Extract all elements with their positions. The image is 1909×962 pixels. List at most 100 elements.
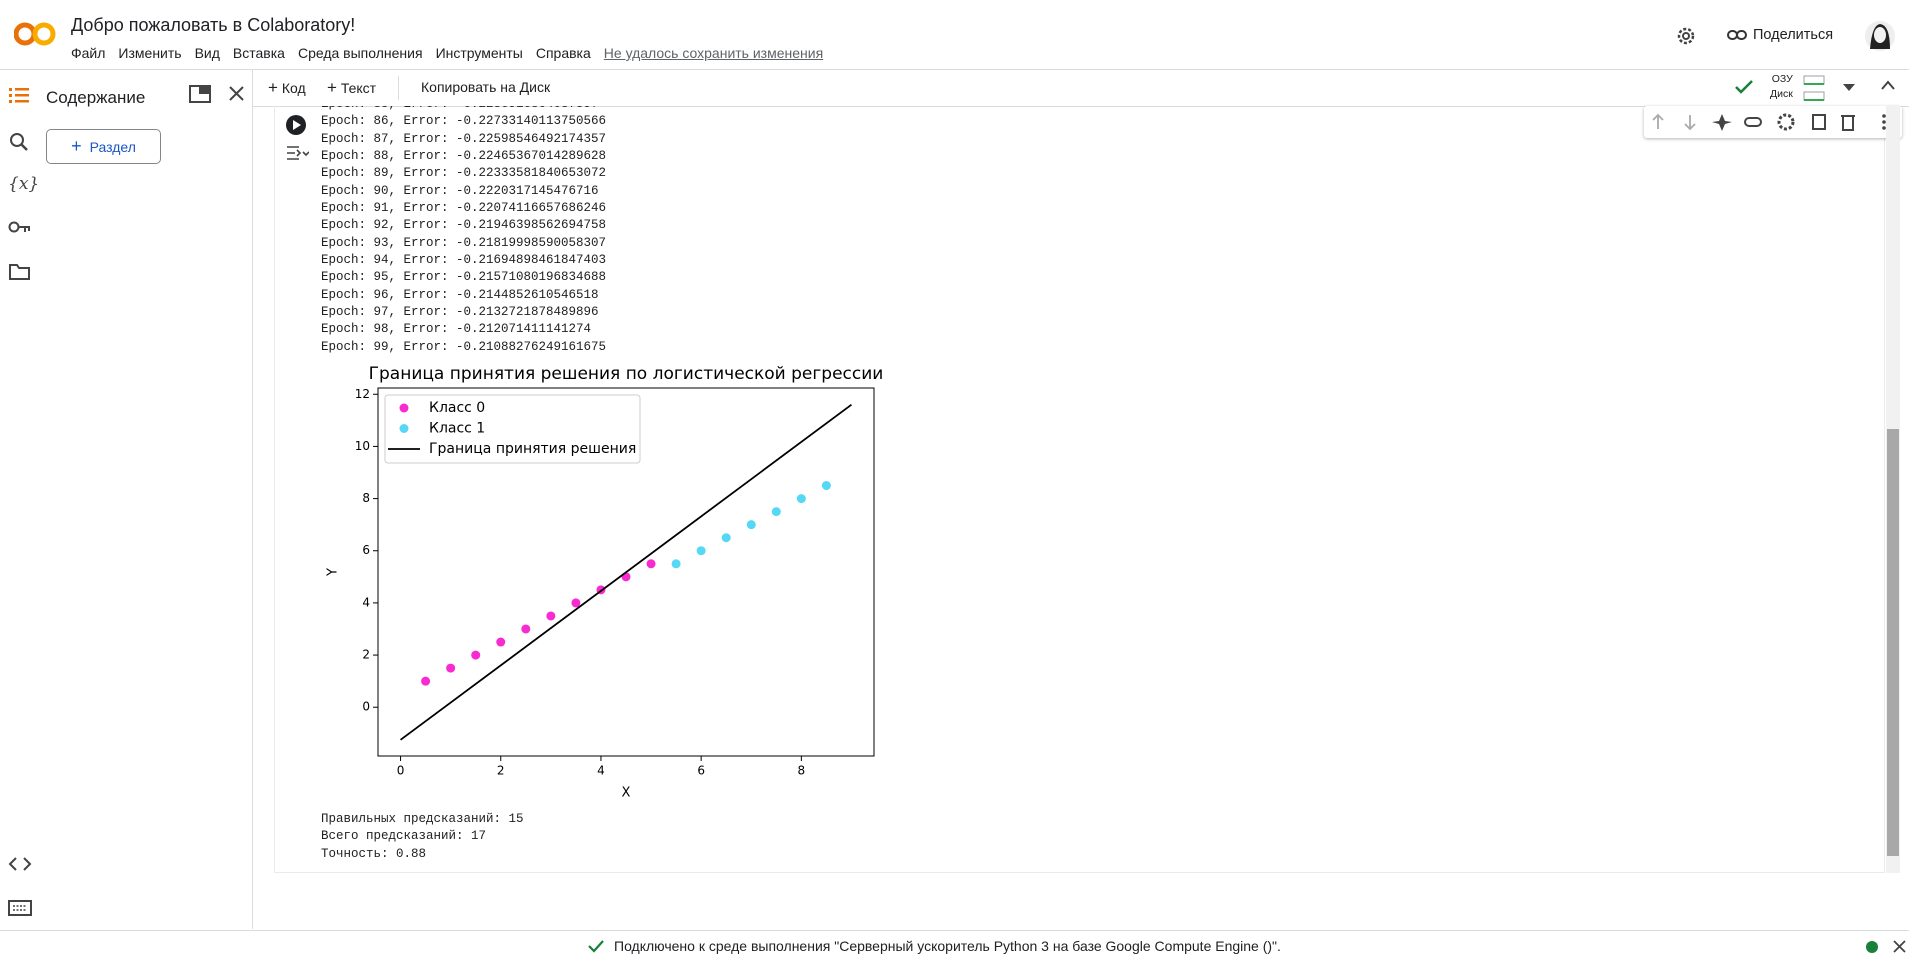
y-tick-label: 4 — [362, 595, 370, 609]
cell-toolbar-icons — [1652, 113, 1886, 131]
menu-item[interactable]: Вид — [194, 45, 220, 61]
point — [471, 650, 481, 660]
menu-item[interactable]: Справка — [535, 45, 591, 61]
close-status[interactable] — [1893, 940, 1906, 953]
log-line: Epoch: 87, Error: -0.22598546492174357 — [321, 131, 607, 146]
menu-item[interactable]: Инструменты — [435, 45, 523, 61]
status-check — [588, 940, 604, 953]
resources-dropdown[interactable] — [1843, 84, 1855, 92]
save-status[interactable]: Не удалось сохранить изменения — [603, 45, 824, 61]
search-icon[interactable] — [9, 132, 29, 152]
plus-icon: + — [71, 136, 82, 156]
log-line: Epoch: 92, Error: -0.21946398562694758 — [321, 218, 607, 233]
move-down[interactable] — [1684, 115, 1696, 131]
chart-title: Граница принятия решения по логистическо… — [369, 364, 884, 384]
code-snippets-icon[interactable] — [8, 856, 32, 872]
point — [771, 507, 781, 517]
log-line: Epoch: 94, Error: -0.21694898461847403 — [321, 253, 607, 268]
y-tick-label: 8 — [362, 491, 370, 505]
y-tick-label: 2 — [362, 648, 370, 662]
move-up[interactable] — [1652, 113, 1664, 129]
output-log: Epoch: 85, Error: -0.2286916864087597Epo… — [321, 106, 606, 356]
logo[interactable] — [14, 18, 56, 50]
avatar[interactable] — [1864, 19, 1896, 53]
gemini-icon[interactable] — [1712, 114, 1732, 131]
point — [446, 663, 456, 673]
sidebar: {x} Содержание + Раздел — [0, 70, 253, 929]
menu-item[interactable]: Файл — [71, 45, 106, 61]
x-tick-label: 8 — [798, 764, 806, 778]
point — [546, 611, 556, 621]
copy-to-drive-button[interactable]: Копировать на Диск — [421, 79, 551, 95]
add-section-button[interactable]: + Раздел — [46, 129, 161, 164]
output-menu[interactable] — [285, 144, 309, 162]
close-sidebar[interactable] — [228, 85, 245, 102]
sidebar-title: Содержание — [46, 88, 146, 107]
y-axis-label: Y — [326, 568, 341, 577]
status-bar: Подключено к среде выполнения "Серверный… — [0, 930, 1909, 962]
point — [646, 559, 656, 569]
secrets-icon[interactable] — [8, 220, 32, 234]
log-line: Epoch: 97, Error: -0.2132721878489896 — [321, 305, 599, 320]
y-tick-label: 12 — [355, 387, 370, 401]
status-dot — [1866, 941, 1878, 953]
delete-cell[interactable] — [1841, 115, 1855, 131]
more-actions[interactable] — [1882, 114, 1886, 130]
log-line: Epoch: 93, Error: -0.21819998590058307 — [321, 235, 607, 250]
legend-label: Граница принятия решения — [429, 441, 636, 457]
disk-label: Диск — [1770, 88, 1793, 100]
terminal-icon[interactable] — [8, 900, 32, 916]
chart: Граница принятия решения по логистическо… — [326, 364, 884, 801]
scroll-thumb[interactable] — [1887, 429, 1899, 856]
log-line: Epoch: 89, Error: -0.22333581840653072 — [321, 166, 607, 181]
scrollbar[interactable] — [1886, 106, 1900, 873]
output-summary: Правильных предсказаний: 15 Всего предска… — [321, 811, 524, 863]
axes-frame — [377, 387, 875, 757]
legend-swatch — [399, 424, 409, 433]
menu-item[interactable]: Среда выполнения — [297, 45, 423, 61]
x-tick-label: 2 — [497, 764, 505, 778]
log-line: Epoch: 95, Error: -0.21571080196834688 — [321, 270, 607, 285]
run-button[interactable] — [285, 114, 307, 136]
collapse-header[interactable] — [1881, 80, 1895, 90]
share-button[interactable]: Поделиться — [1753, 27, 1834, 43]
x-tick-label: 6 — [697, 764, 705, 778]
toc-icon[interactable] — [9, 86, 31, 106]
log-line: Epoch: 96, Error: -0.2144852610546518 — [321, 287, 599, 302]
add-code-label: Код — [281, 80, 306, 96]
detach-icon[interactable] — [189, 85, 211, 103]
link-icon[interactable] — [1727, 28, 1747, 42]
log-line: Epoch: 99, Error: -0.21088276249161675 — [321, 339, 607, 354]
resources[interactable]: ОЗУ Диск — [1770, 72, 1793, 102]
point — [571, 598, 581, 608]
add-section-label: Раздел — [89, 138, 136, 155]
menu-item[interactable]: Изменить — [118, 45, 182, 61]
mirror-cell[interactable] — [1812, 114, 1826, 130]
notebook-title[interactable]: Добро пожаловать в Colaboratory! — [71, 15, 356, 35]
summary-line: Всего предсказаний: 17 — [321, 829, 487, 844]
resource-bars — [1803, 75, 1825, 101]
variables-icon[interactable]: {x} — [8, 174, 40, 194]
point — [671, 559, 681, 569]
status-text: Подключено к среде выполнения "Серверный… — [614, 938, 1281, 954]
cell-toolbar — [1644, 106, 1902, 138]
code-cell: Epoch: 85, Error: -0.2286916864087597Epo… — [274, 106, 1885, 873]
legend-swatch — [399, 403, 409, 413]
add-text-label: Текст — [340, 80, 377, 96]
link-cell[interactable] — [1744, 117, 1762, 127]
cell-settings[interactable] — [1777, 113, 1795, 131]
legend-label: Класс 1 — [429, 421, 485, 437]
menu-bar: Файл Изменить Вид Вставка Среда выполнения Ин… — [71, 45, 836, 61]
summary-line: Точность: 0.88 — [321, 846, 427, 861]
connected-check — [1735, 80, 1753, 94]
add-code-button[interactable]: + Код — [268, 78, 306, 97]
log-line: Epoch: 88, Error: -0.22465367014289628 — [321, 149, 607, 164]
add-text-button[interactable]: + Текст — [327, 78, 377, 97]
menu-item[interactable]: Вставка — [232, 45, 285, 61]
files-icon[interactable] — [9, 263, 31, 281]
settings-icon[interactable] — [1675, 25, 1697, 47]
x-tick-label: 0 — [397, 764, 405, 778]
point — [821, 481, 831, 491]
